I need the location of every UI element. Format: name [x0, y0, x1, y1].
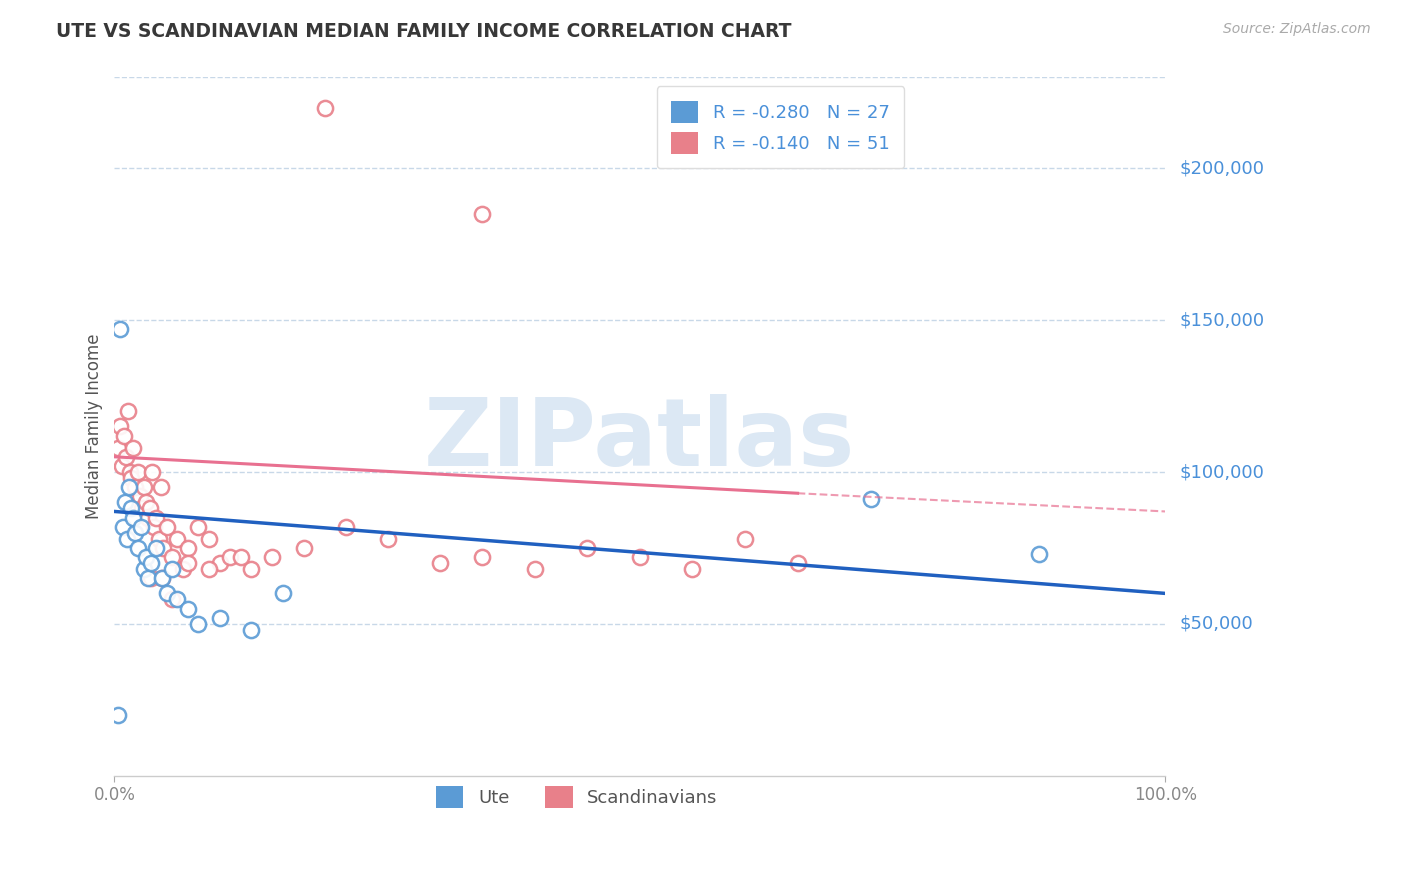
Point	[219, 549, 242, 564]
Legend: Ute, Scandinavians: Ute, Scandinavians	[429, 779, 724, 815]
Point	[208, 610, 231, 624]
Point	[240, 562, 263, 576]
Point	[314, 101, 336, 115]
Point	[141, 465, 163, 479]
Point	[107, 441, 129, 455]
Point	[160, 562, 183, 576]
Point	[115, 450, 138, 464]
Point	[135, 495, 157, 509]
Point	[166, 532, 188, 546]
Point	[628, 549, 651, 564]
Point	[177, 601, 200, 615]
Text: $200,000: $200,000	[1180, 160, 1264, 178]
Point	[198, 562, 221, 576]
Point	[1028, 547, 1050, 561]
Point	[156, 519, 179, 533]
Point	[734, 532, 756, 546]
Point	[122, 510, 145, 524]
Point	[128, 489, 150, 503]
Text: $100,000: $100,000	[1180, 463, 1264, 481]
Point	[271, 586, 294, 600]
Point	[120, 471, 142, 485]
Point	[132, 562, 155, 576]
Point	[111, 519, 134, 533]
Text: ZIPatlas: ZIPatlas	[425, 394, 856, 486]
Point	[172, 562, 194, 576]
Text: UTE VS SCANDINAVIAN MEDIAN FAMILY INCOME CORRELATION CHART: UTE VS SCANDINAVIAN MEDIAN FAMILY INCOME…	[56, 22, 792, 41]
Point	[229, 549, 252, 564]
Point	[135, 549, 157, 564]
Point	[177, 556, 200, 570]
Point	[139, 501, 162, 516]
Point	[187, 519, 209, 533]
Point	[108, 322, 131, 336]
Point	[122, 441, 145, 455]
Y-axis label: Median Family Income: Median Family Income	[86, 334, 103, 519]
Point	[127, 465, 149, 479]
Point	[136, 510, 159, 524]
Point	[187, 616, 209, 631]
Point	[377, 532, 399, 546]
Point	[145, 510, 167, 524]
Point	[120, 501, 142, 516]
Point	[120, 465, 142, 479]
Point	[576, 541, 599, 555]
Point	[523, 562, 546, 576]
Point	[118, 480, 141, 494]
Point	[240, 623, 263, 637]
Point	[860, 492, 883, 507]
Point	[131, 501, 153, 516]
Point	[141, 571, 163, 585]
Point	[152, 541, 174, 555]
Point	[145, 541, 167, 555]
Point	[143, 519, 166, 533]
Point	[108, 419, 131, 434]
Point	[124, 525, 146, 540]
Point	[111, 458, 134, 473]
Point	[208, 556, 231, 570]
Point	[335, 519, 357, 533]
Point	[114, 495, 136, 509]
Point	[136, 571, 159, 585]
Point	[127, 541, 149, 555]
Point	[112, 428, 135, 442]
Point	[149, 480, 172, 494]
Point	[177, 541, 200, 555]
Point	[129, 519, 152, 533]
Point	[160, 592, 183, 607]
Point	[262, 549, 284, 564]
Point	[150, 571, 173, 585]
Point	[117, 404, 139, 418]
Point	[471, 207, 494, 221]
Point	[292, 541, 315, 555]
Point	[132, 480, 155, 494]
Point	[150, 571, 173, 585]
Point	[160, 549, 183, 564]
Point	[786, 556, 808, 570]
Point	[682, 562, 704, 576]
Point	[198, 532, 221, 546]
Text: $150,000: $150,000	[1180, 311, 1264, 329]
Point	[471, 549, 494, 564]
Point	[148, 532, 170, 546]
Point	[141, 556, 163, 570]
Point	[115, 532, 138, 546]
Text: Source: ZipAtlas.com: Source: ZipAtlas.com	[1223, 22, 1371, 37]
Point	[156, 586, 179, 600]
Point	[107, 707, 129, 722]
Point	[166, 592, 188, 607]
Point	[124, 480, 146, 494]
Point	[429, 556, 451, 570]
Text: $50,000: $50,000	[1180, 615, 1253, 632]
